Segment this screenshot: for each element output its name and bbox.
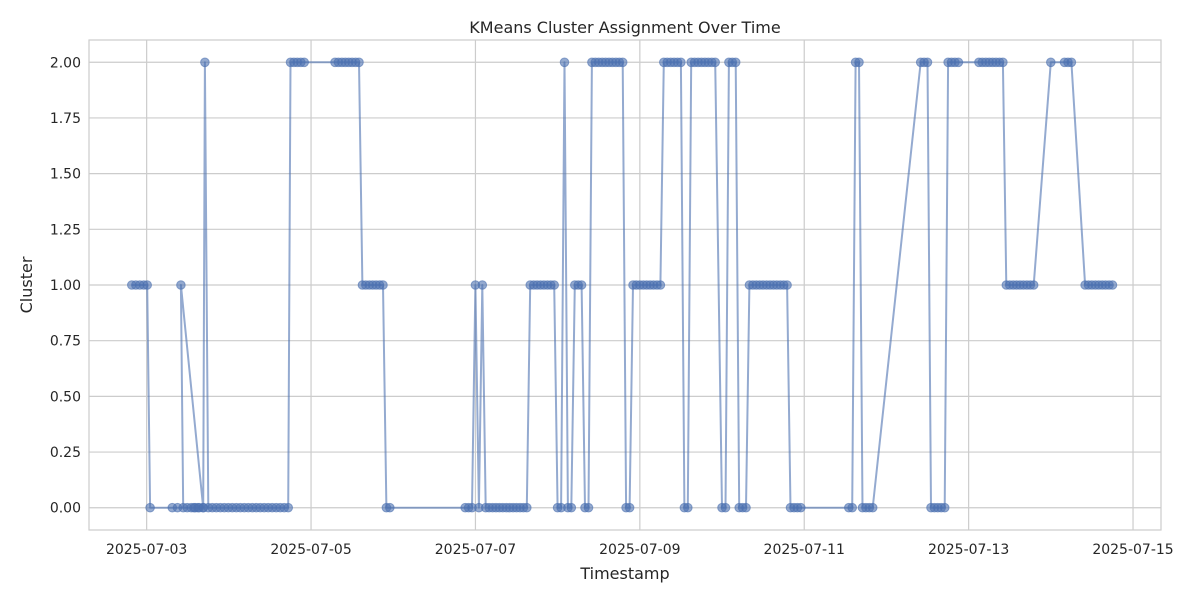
data-point <box>867 502 878 513</box>
data-point <box>796 502 806 513</box>
data-point <box>378 280 388 290</box>
data-point <box>1046 57 1056 68</box>
y-tick-label: 0.50 <box>50 389 81 405</box>
data-point <box>1066 57 1077 68</box>
data-point <box>854 57 864 68</box>
data-point <box>549 280 560 290</box>
data-point <box>583 502 594 513</box>
data-point <box>566 502 577 513</box>
x-tick-label: 2025-07-15 <box>1092 542 1173 558</box>
x-tick-label: 2025-07-07 <box>435 542 516 558</box>
y-tick-label: 1.25 <box>50 222 81 238</box>
data-point <box>477 280 488 290</box>
y-tick-label: 0.75 <box>50 334 81 350</box>
y-axis-label: Cluster <box>17 256 36 313</box>
data-point <box>939 502 950 513</box>
y-tick-label: 1.75 <box>50 111 81 127</box>
data-point <box>1107 280 1118 290</box>
x-tick-label: 2025-07-03 <box>106 542 187 558</box>
data-point <box>617 57 628 68</box>
y-tick-label: 0.25 <box>50 445 81 461</box>
y-axis: 0.00 0.25 0.50 0.75 1.00 1.25 1.50 1.75 2.00 <box>50 55 81 516</box>
x-axis: 2025-07-03 2025-07-05 2025-07-07 2025-07-09… <box>106 542 1174 558</box>
data-point <box>354 57 364 68</box>
data-point <box>283 502 294 513</box>
data-point <box>998 57 1008 68</box>
data-point <box>624 502 635 513</box>
plot-frame <box>88 39 1162 531</box>
data-point <box>576 280 587 290</box>
data-point <box>683 502 693 513</box>
series-layer <box>127 57 1118 513</box>
data-point <box>720 502 731 513</box>
data-point <box>782 280 792 290</box>
data-point <box>847 502 858 513</box>
y-tick-label: 0.00 <box>50 501 81 517</box>
data-point <box>200 57 210 68</box>
chart-title: KMeans Cluster Assignment Over Time <box>469 18 780 37</box>
data-point <box>176 280 186 290</box>
data-point <box>1028 280 1039 290</box>
x-tick-label: 2025-07-05 <box>270 542 351 558</box>
data-point <box>741 502 751 513</box>
data-point <box>142 280 152 290</box>
y-tick-label: 1.00 <box>50 278 81 294</box>
data-point <box>710 57 721 68</box>
x-axis-label: Timestamp <box>579 564 669 583</box>
data-point <box>676 57 686 68</box>
x-tick-label: 2025-07-09 <box>599 542 680 558</box>
data-point <box>145 502 155 513</box>
data-point <box>299 57 310 68</box>
y-tick-label: 1.50 <box>50 167 81 183</box>
data-point <box>922 57 933 68</box>
data-point <box>559 57 570 68</box>
data-point <box>522 502 532 513</box>
data-point <box>953 57 964 68</box>
y-tick-label: 2.00 <box>50 55 81 71</box>
data-point <box>730 57 741 68</box>
data-point <box>655 280 666 290</box>
x-tick-label: 2025-07-11 <box>764 542 845 558</box>
grid <box>89 40 1161 530</box>
x-tick-label: 2025-07-13 <box>928 542 1009 558</box>
data-point <box>385 502 395 513</box>
